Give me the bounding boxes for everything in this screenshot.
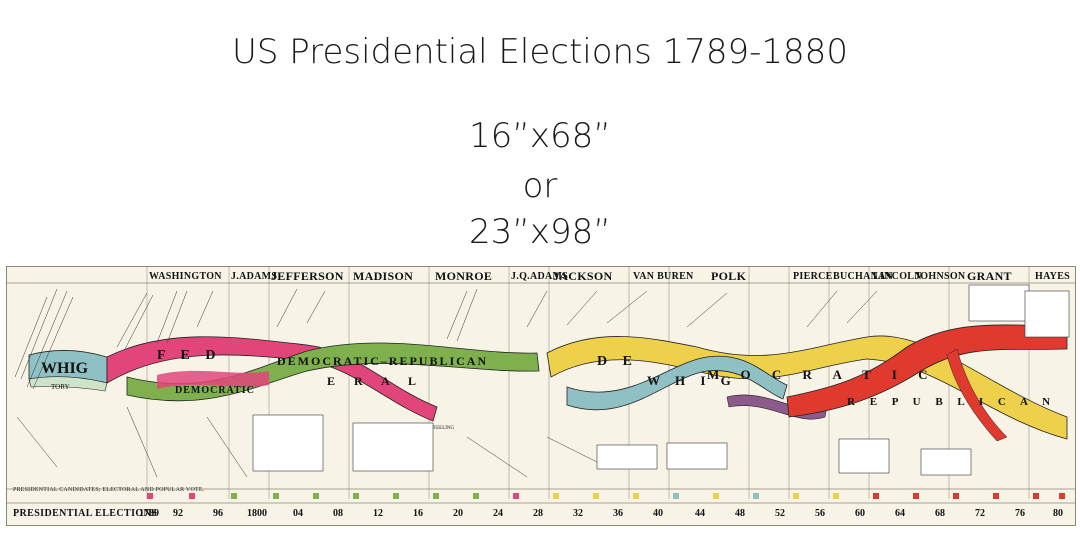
year-label: 08 [333, 508, 343, 519]
label-democratic-mid: D E [597, 354, 638, 369]
year-label: 64 [895, 508, 905, 519]
annotation-marks [14, 288, 878, 478]
president-label: BUCHANAN [833, 271, 894, 282]
president-label: GRANT [967, 269, 1012, 283]
year-label: 76 [1015, 508, 1025, 519]
year-label: 1789 [139, 508, 159, 519]
president-label: LINCOLN [873, 271, 922, 282]
year-label: 68 [935, 508, 945, 519]
president-label: MONROE [435, 269, 493, 283]
year-label: 44 [695, 508, 705, 519]
label-democratic-right: M O C R A T I C [707, 367, 937, 382]
year-label: 48 [735, 508, 745, 519]
year-label: 1800 [247, 508, 267, 519]
year-label: 96 [213, 508, 223, 519]
label-tory: TORY [51, 383, 70, 391]
president-label: WASHINGTON [149, 271, 222, 282]
whig-band-mid [566, 355, 788, 411]
year-label: 72 [975, 508, 985, 519]
year-label: 32 [573, 508, 583, 519]
year-label: 12 [373, 508, 383, 519]
year-label: 24 [493, 508, 503, 519]
chart-graphic: WHIG TORY F E D DEMOCRATIC–REPUBLICAN DE… [7, 267, 1075, 504]
president-label: JACKSON [553, 269, 613, 283]
year-label: 36 [613, 508, 623, 519]
label-federal-bottom: E R A L [327, 374, 424, 388]
label-whig-mid: W H I G [647, 373, 737, 388]
president-label: HAYES [1035, 271, 1071, 282]
page-title: US Presidential Elections 1789-1880 [232, 32, 848, 72]
label-whig-left: WHIG [41, 360, 89, 377]
vote-bars [147, 493, 1065, 499]
federal-band [106, 336, 438, 422]
label-republican: R E P U B L I C A N [847, 396, 1056, 408]
label-federal-top: F E D [157, 348, 221, 363]
president-label: MADISON [353, 269, 414, 283]
size-separator: or [522, 166, 558, 206]
president-label: PIERCE [793, 271, 833, 282]
president-label: J.Q.ADAMS [511, 271, 569, 282]
year-label: 16 [413, 508, 423, 519]
label-dem-rep: DEMOCRATIC–REPUBLICAN [277, 354, 488, 368]
year-label: 52 [775, 508, 785, 519]
year-label: 20 [453, 508, 463, 519]
elections-row-label: PRESIDENTIAL ELECTIONS [13, 508, 158, 519]
candidates-row-label: PRESIDENTIAL CANDIDATES; ELECTORAL AND P… [13, 487, 205, 493]
tory-band [28, 376, 108, 392]
size-option-large: 23”x98” [469, 212, 611, 252]
annotation-boxes [252, 284, 1070, 476]
democratic-band-early [157, 370, 269, 389]
president-label: POLK [711, 269, 747, 283]
year-label: 28 [533, 508, 543, 519]
election-chart-image: WHIG TORY F E D DEMOCRATIC–REPUBLICAN DE… [6, 266, 1076, 526]
year-label: 60 [855, 508, 865, 519]
president-label: JEFFERSON [271, 269, 344, 283]
president-label: J.ADAMS [231, 271, 278, 282]
year-label: 80 [1053, 508, 1063, 519]
size-option-small: 16”x68” [469, 116, 611, 156]
year-label: 40 [653, 508, 663, 519]
year-label: 04 [293, 508, 303, 519]
president-label: VAN BUREN [633, 271, 694, 282]
president-label: JOHNSON [915, 271, 966, 282]
year-label: 56 [815, 508, 825, 519]
year-label: 92 [173, 508, 183, 519]
label-democratic-early: DEMOCRATIC [175, 385, 255, 396]
